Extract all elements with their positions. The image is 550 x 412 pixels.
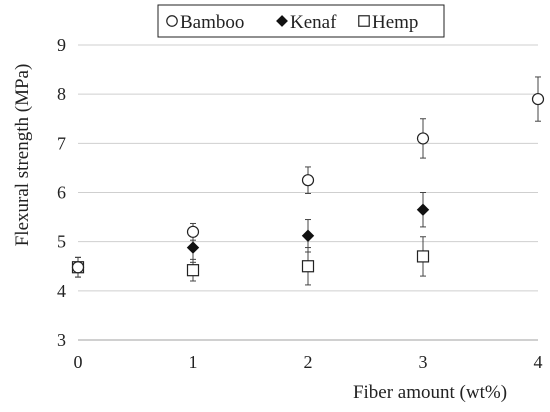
data-point [416,203,430,216]
legend-item-hemp: Hemp [358,12,418,33]
x-tick-label: 2 [304,352,313,372]
legend-marker [276,15,288,27]
series-kenaf [71,192,430,278]
series-bamboo [71,76,545,278]
data-point [416,132,430,145]
y-axis-title: Flexural strength (MPa) [12,64,33,247]
data-point [186,225,200,238]
x-tick-label: 1 [189,352,198,372]
data-point [416,250,430,263]
legend-marker [166,15,178,27]
data-point [301,229,315,242]
data-point [301,260,315,273]
legend-label: Hemp [372,12,418,33]
legend-box [157,4,445,38]
data-point [186,264,200,277]
x-axis-title: Fiber amount (wt%) [353,382,507,403]
y-tick-label: 3 [57,330,66,350]
y-tick-label: 6 [57,183,66,203]
legend: Bamboo Kenaf Hemp [157,4,445,38]
data-point [186,241,200,254]
legend-label: Kenaf [290,12,337,33]
data-point [301,174,315,187]
legend-label: Bamboo [180,12,244,33]
y-tick-label: 8 [57,84,66,104]
data-point [71,261,85,274]
y-tick-label: 5 [57,232,66,252]
y-tick-label: 7 [57,133,66,153]
legend-marker [358,15,370,27]
x-tick-label: 4 [534,352,543,372]
legend-items: Bamboo Kenaf Hemp [166,12,418,33]
x-tick-label: 3 [419,352,428,372]
y-tick-labels: 3 4 5 6 7 8 9 [57,35,66,350]
y-tick-label: 9 [57,35,66,55]
y-tick-label: 4 [57,281,66,301]
legend-item-bamboo: Bamboo [166,12,244,33]
data-point [531,92,545,106]
x-tick-labels: 0 1 2 3 4 [74,352,543,372]
x-tick-label: 0 [74,352,83,372]
legend-item-kenaf: Kenaf [276,12,337,33]
data-series [71,76,545,286]
series-hemp [71,236,430,286]
